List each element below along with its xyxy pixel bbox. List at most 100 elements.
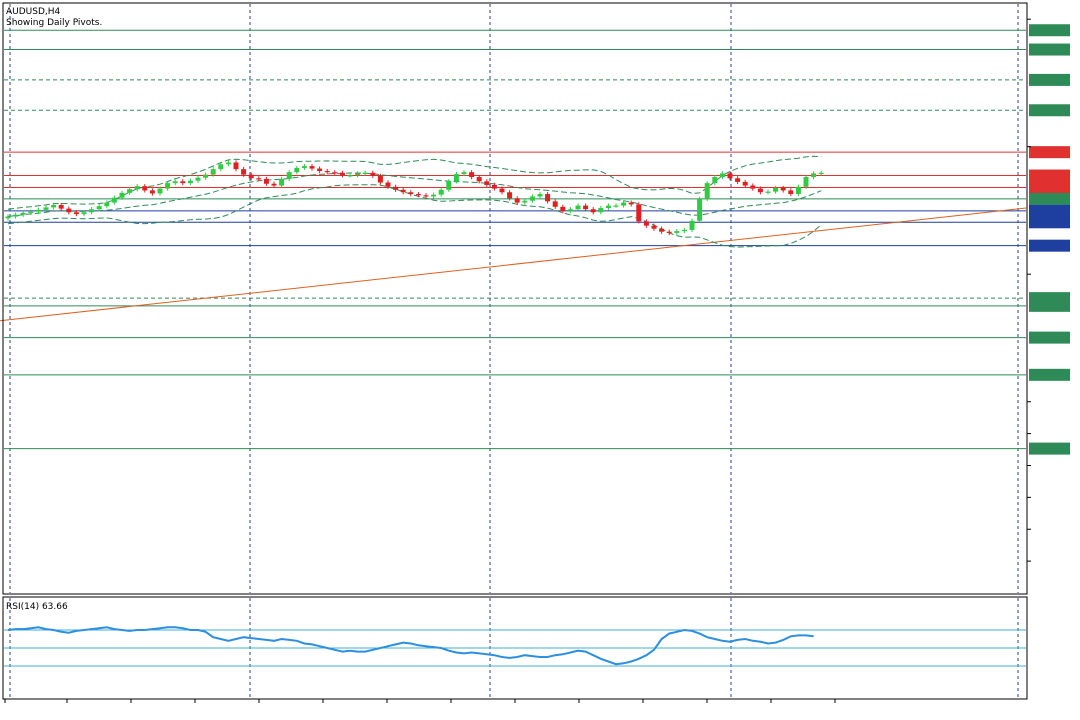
candle xyxy=(423,195,429,197)
candle xyxy=(263,178,269,184)
candle xyxy=(210,169,216,175)
candle xyxy=(590,209,596,213)
candle xyxy=(788,190,794,195)
candle xyxy=(279,178,285,186)
candle xyxy=(35,209,41,212)
candle xyxy=(180,181,186,184)
candle xyxy=(446,181,452,190)
candle xyxy=(628,202,634,205)
candle xyxy=(134,186,140,190)
candle xyxy=(339,172,345,176)
candle xyxy=(765,191,771,193)
candle xyxy=(248,174,254,179)
level-label-box xyxy=(1029,146,1070,159)
candle xyxy=(484,181,490,185)
candle xyxy=(81,212,87,215)
candle xyxy=(332,172,338,174)
level-label-box xyxy=(1029,216,1070,229)
candle xyxy=(552,201,558,207)
candle xyxy=(438,189,444,195)
candle xyxy=(651,225,657,229)
rsi-line xyxy=(7,626,814,666)
candle xyxy=(704,183,710,199)
candle xyxy=(431,194,437,197)
chart-subtitle: Showing Daily Pivots. xyxy=(6,18,102,28)
candle xyxy=(560,206,566,212)
candle xyxy=(583,205,589,210)
level-label-box xyxy=(1029,239,1070,252)
candle xyxy=(20,212,26,215)
candle xyxy=(195,177,201,181)
middle-band xyxy=(7,172,822,217)
candle xyxy=(355,173,361,176)
candle xyxy=(13,214,19,217)
candle xyxy=(317,168,323,171)
candle xyxy=(104,202,110,207)
candle xyxy=(142,186,148,191)
candle xyxy=(400,189,406,193)
trendline xyxy=(0,207,1027,322)
level-label-box xyxy=(1029,181,1070,194)
candle xyxy=(803,177,809,187)
candle xyxy=(73,212,79,215)
candle xyxy=(149,190,155,194)
candle xyxy=(469,172,475,178)
candle xyxy=(385,182,391,187)
candle xyxy=(256,178,262,180)
candle xyxy=(294,167,300,173)
candle xyxy=(757,188,763,193)
candle xyxy=(393,186,399,190)
candle xyxy=(453,174,459,182)
candle xyxy=(5,216,11,219)
candle xyxy=(89,209,95,213)
level-label-box xyxy=(1029,331,1070,344)
candle xyxy=(119,192,125,198)
candle xyxy=(605,205,611,209)
candle xyxy=(681,229,687,232)
candle xyxy=(286,172,292,179)
rsi-panel-frame xyxy=(2,596,1028,700)
candle xyxy=(727,173,733,179)
candle xyxy=(537,194,543,197)
candle xyxy=(491,184,497,189)
candle xyxy=(514,198,520,203)
candle xyxy=(476,177,482,182)
candle xyxy=(347,175,353,177)
candle xyxy=(507,192,513,199)
candle xyxy=(795,186,801,195)
candle xyxy=(172,181,178,184)
candle xyxy=(689,220,695,230)
candle xyxy=(165,183,171,189)
candle xyxy=(697,198,703,221)
candle xyxy=(362,172,368,175)
candle xyxy=(415,194,421,196)
main-panel-frame xyxy=(2,2,1028,595)
candle xyxy=(157,188,163,194)
candle xyxy=(271,183,277,186)
candle xyxy=(408,192,414,195)
candle xyxy=(28,211,34,213)
candle xyxy=(241,169,247,175)
level-label-box xyxy=(1029,169,1070,182)
level-label-box xyxy=(1029,73,1070,86)
level-label-box xyxy=(1029,24,1070,37)
level-label-box xyxy=(1029,299,1070,312)
candle xyxy=(58,204,64,209)
candle xyxy=(712,177,718,184)
chart-title: AUDUSD,H4 xyxy=(6,7,61,17)
candle xyxy=(43,207,49,210)
candle xyxy=(666,231,672,233)
candle xyxy=(499,188,505,193)
level-label-box xyxy=(1029,442,1070,455)
candle xyxy=(301,166,307,168)
candle xyxy=(233,162,239,170)
candle xyxy=(567,209,573,212)
candle xyxy=(575,205,581,210)
level-label-box xyxy=(1029,368,1070,381)
candle xyxy=(377,175,383,183)
lower-band xyxy=(7,184,822,248)
candle xyxy=(613,205,619,207)
candle xyxy=(309,166,315,169)
level-label-box xyxy=(1029,43,1070,56)
candle xyxy=(96,206,102,210)
